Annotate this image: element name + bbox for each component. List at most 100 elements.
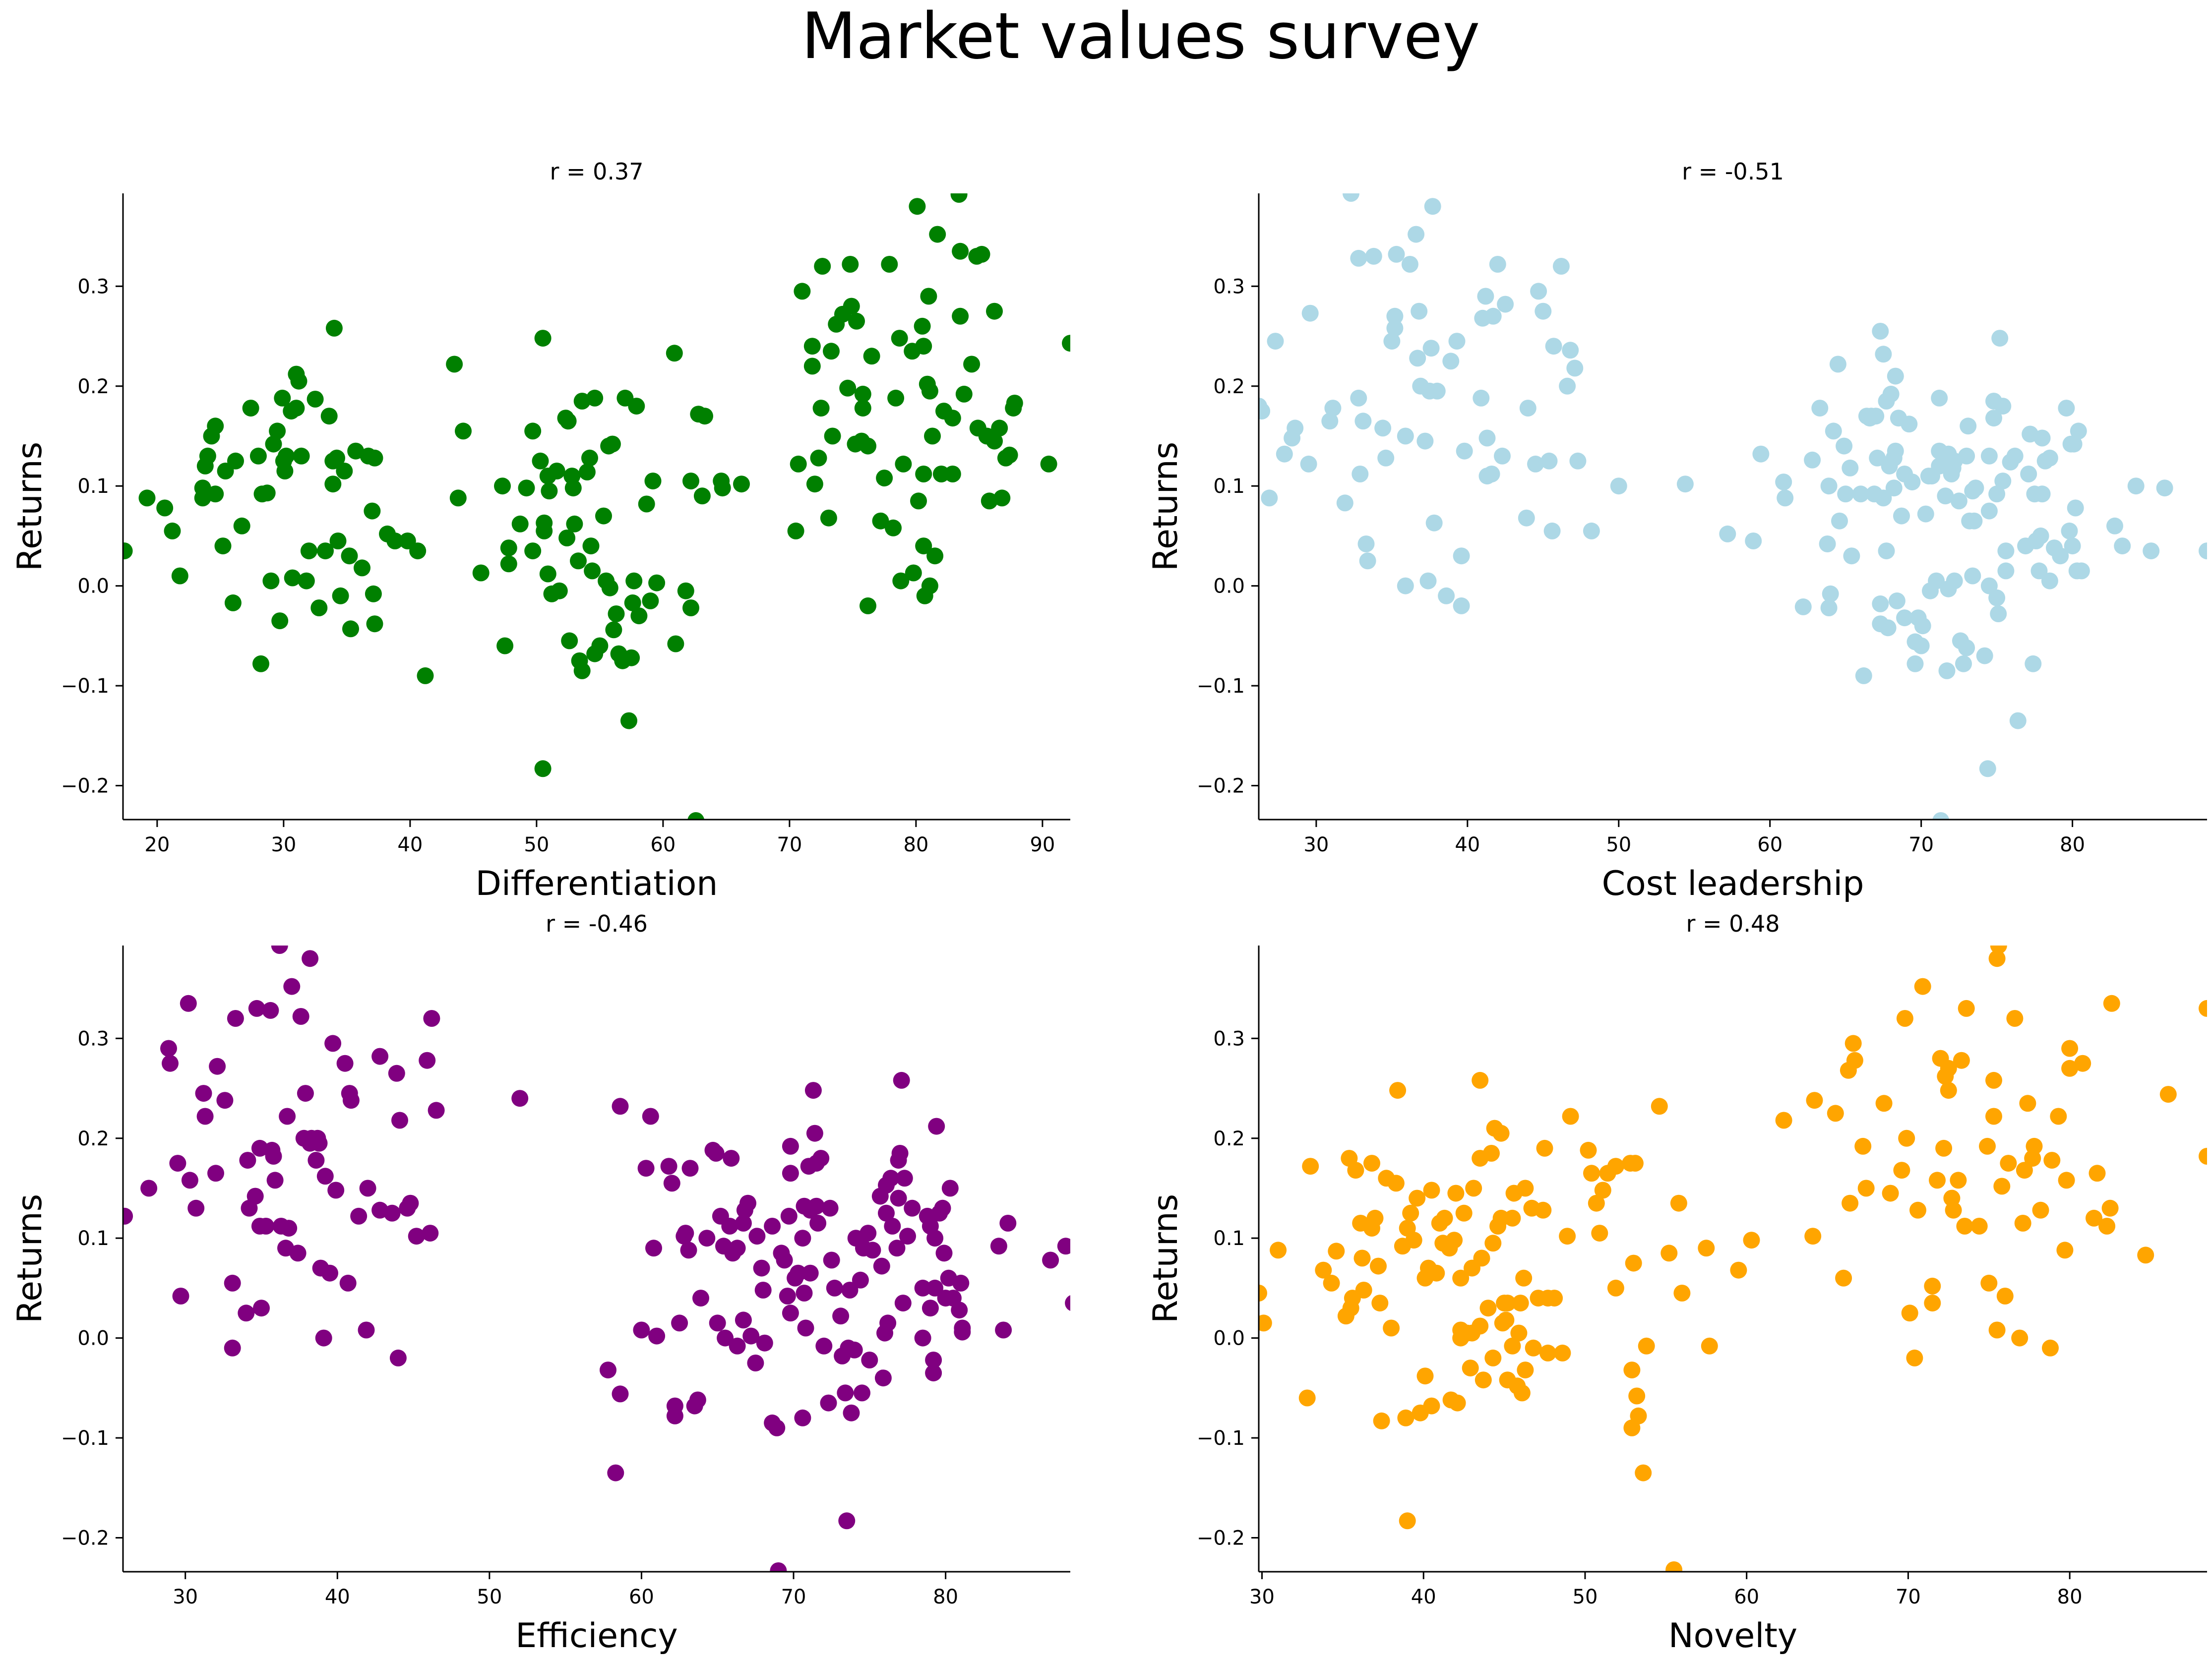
scatter-panel-1: r = 0.37 20 30 40 50 60 70 80 90 −0.2 −0.1 0.0 0.1 0.… [10, 158, 1070, 903]
data-point [832, 1307, 850, 1325]
y-tick-label: −0.2 [1197, 775, 1245, 798]
data-point [511, 515, 529, 533]
data-point [1438, 587, 1455, 604]
data-point [1270, 1242, 1287, 1259]
data-point [1626, 1155, 1644, 1172]
data-point [1909, 1201, 1926, 1219]
data-point [388, 1065, 405, 1082]
data-point [638, 495, 655, 513]
y-tick-label: 0.1 [77, 1227, 109, 1250]
data-point [837, 1384, 854, 1402]
data-point [2032, 1201, 2049, 1219]
data-point [623, 649, 640, 666]
data-point [446, 356, 463, 373]
data-point [1419, 572, 1437, 590]
data-point [1416, 1367, 1434, 1385]
data-point [1475, 1371, 1492, 1389]
data-point [1354, 413, 1372, 430]
x-tick-label: 30 [1249, 1586, 1275, 1608]
data-point [1917, 505, 1934, 523]
data-point [1875, 489, 1892, 507]
data-point [895, 455, 912, 473]
data-point [1588, 1194, 1605, 1212]
data-point [756, 1334, 773, 1352]
data-point [1424, 198, 1441, 215]
data-point [1518, 509, 1535, 527]
x-tick-label: 80 [903, 833, 928, 856]
data-point [878, 1204, 895, 1222]
data-point [1300, 455, 1317, 473]
data-point [852, 1271, 869, 1289]
data-point [2156, 479, 2173, 497]
data-point [1829, 356, 1846, 373]
data-point [605, 621, 622, 639]
data-point [1515, 1269, 1533, 1287]
data-point [894, 1295, 912, 1312]
data-point [999, 1215, 1017, 1232]
data-point [1846, 1052, 1863, 1069]
data-point [860, 597, 876, 614]
data-point [310, 1134, 328, 1152]
data-point [899, 1228, 916, 1245]
data-point [1928, 572, 1945, 590]
data-point [1478, 429, 1496, 447]
data-point [2011, 1329, 2028, 1347]
data-point [1259, 1314, 1272, 1332]
x-tick-label: 30 [271, 833, 296, 856]
data-point [804, 1082, 822, 1099]
data-point [1988, 485, 2006, 503]
data-point [248, 1000, 265, 1017]
data-point [721, 1218, 738, 1235]
data-point [1958, 1000, 1975, 1017]
data-point [1259, 403, 1271, 420]
data-point [324, 475, 342, 493]
data-point [1953, 1052, 1970, 1069]
data-point [926, 1279, 944, 1297]
data-point [1901, 415, 1918, 433]
data-point [1387, 1175, 1405, 1192]
data-point [2070, 422, 2087, 440]
data-point [582, 537, 600, 555]
data-point [269, 422, 286, 440]
data-point [812, 400, 830, 417]
scatter-panel-2: r = -0.51 30 40 50 60 70 80 −0.2 −0.1 0.0 0.1 0.2 0.… [1146, 158, 2207, 903]
data-point [1775, 474, 1792, 491]
data-point [1844, 1035, 1862, 1052]
data-point [794, 1230, 811, 1247]
data-point [324, 1035, 342, 1052]
data-point [642, 592, 659, 609]
data-point [207, 485, 224, 503]
data-point [952, 307, 969, 325]
data-point [995, 1321, 1012, 1339]
data-point [279, 1108, 296, 1125]
data-point [1912, 637, 1930, 654]
data-point [336, 1055, 354, 1072]
data-point [681, 1160, 699, 1177]
data-point [709, 1314, 726, 1332]
data-point [891, 1145, 909, 1162]
data-point [893, 1071, 910, 1089]
data-point [2030, 562, 2048, 580]
data-point [1827, 1105, 1844, 1122]
data-point [1896, 1010, 1913, 1027]
data-point [541, 482, 558, 500]
data-point [644, 473, 662, 490]
y-tick-label: −0.2 [1197, 1527, 1245, 1550]
data-point [1945, 1201, 1962, 1219]
data-point [925, 1352, 942, 1368]
data-point [991, 419, 1008, 437]
data-point [648, 1327, 666, 1345]
data-point [941, 1180, 959, 1197]
data-point [539, 565, 556, 583]
data-point [180, 995, 197, 1012]
data-point [288, 400, 305, 417]
data-point [518, 479, 535, 497]
data-point [2061, 522, 2078, 539]
data-point [1484, 1349, 1502, 1366]
data-point [1425, 514, 1443, 532]
data-point [863, 348, 880, 365]
data-point [2019, 1095, 2036, 1112]
x-tick-label: 30 [1303, 833, 1329, 856]
data-point [921, 382, 938, 400]
data-point [2033, 485, 2051, 503]
